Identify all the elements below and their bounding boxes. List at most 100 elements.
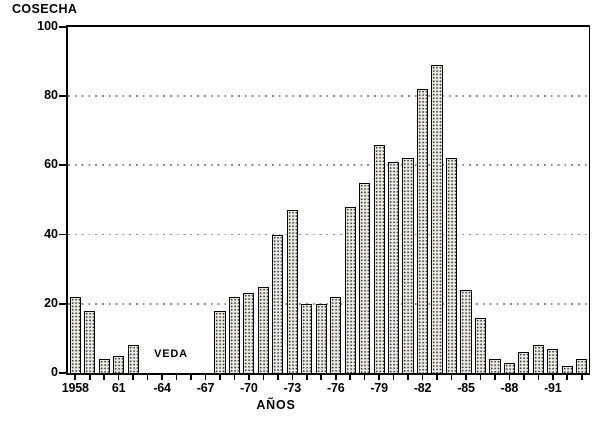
x-tick-label: 1958: [61, 381, 89, 395]
y-axis-tick: [59, 164, 66, 167]
bar: [388, 161, 400, 373]
x-tick-label: -85: [457, 381, 475, 395]
x-axis-tick: [291, 375, 294, 380]
y-axis-tick: [59, 233, 66, 236]
x-axis-tick: [262, 375, 265, 380]
bar: [69, 296, 81, 373]
bar: [359, 182, 371, 373]
x-axis-tick: [508, 375, 511, 380]
bar: [532, 345, 544, 373]
x-tick-label: -70: [240, 381, 258, 395]
bar: [402, 158, 414, 373]
x-axis-tick: [566, 375, 569, 380]
x-axis-tick: [277, 375, 279, 380]
bar: [431, 65, 443, 373]
bar: [257, 286, 269, 373]
x-axis-tick: [233, 375, 236, 380]
bar: [474, 317, 487, 373]
x-axis-tick: [580, 375, 583, 380]
x-tick-label: -64: [153, 381, 171, 395]
bar: [84, 310, 96, 373]
bar: [373, 144, 385, 373]
y-tick-label: 100: [37, 19, 58, 33]
x-axis-tick: [421, 375, 424, 380]
bar: [518, 352, 530, 373]
bar: [315, 303, 327, 373]
x-axis-tick: [392, 375, 395, 380]
x-tick-label: 61: [111, 381, 126, 395]
bar: [503, 362, 515, 373]
plot-area: [66, 25, 590, 375]
bar: [460, 289, 472, 373]
bar: [445, 158, 458, 373]
x-axis-tick: [494, 375, 496, 380]
x-axis-tick: [537, 375, 540, 380]
bar: [330, 296, 342, 373]
bar: [561, 366, 573, 373]
x-axis-tick: [465, 375, 467, 380]
bar: [243, 293, 255, 373]
x-tick-label: -82: [413, 381, 432, 395]
bar: [214, 310, 226, 373]
x-axis-tick: [161, 375, 163, 380]
y-axis-title: COSECHA: [12, 2, 78, 16]
y-tick-label: 0: [51, 365, 58, 379]
x-axis-tick: [88, 375, 91, 380]
x-tick-label: -88: [500, 381, 519, 395]
x-axis-tick: [436, 375, 438, 380]
x-axis-tick: [190, 375, 192, 380]
x-axis-tick: [117, 375, 120, 380]
bar: [113, 355, 125, 373]
x-axis-tick: [175, 375, 178, 380]
veda-annotation: VEDA: [154, 348, 188, 360]
x-axis-tick: [132, 375, 134, 380]
gridline: [68, 302, 589, 305]
y-axis-tick: [59, 302, 66, 305]
bar: [489, 359, 501, 373]
x-axis-tick: [146, 375, 149, 380]
bar: [547, 348, 559, 373]
x-axis-tick: [479, 375, 482, 380]
x-axis-tick: [523, 375, 525, 380]
x-axis-tick: [334, 375, 337, 380]
bar: [416, 89, 429, 373]
y-axis-tick: [59, 95, 66, 97]
x-tick-label: -76: [327, 381, 345, 395]
x-axis-tick: [74, 375, 77, 380]
gridline: [68, 233, 589, 236]
x-tick-label: -79: [370, 381, 388, 395]
x-axis-tick: [103, 375, 105, 380]
x-axis-tick: [320, 375, 323, 380]
bar: [127, 345, 139, 373]
y-tick-label: 20: [44, 295, 58, 310]
x-axis-title: AÑOS: [256, 398, 296, 412]
x-axis-tick: [378, 375, 380, 380]
bar: [228, 296, 241, 373]
x-tick-label: -91: [544, 381, 562, 395]
bar: [301, 303, 313, 373]
gridline: [68, 95, 589, 97]
x-axis-tick: [305, 375, 308, 380]
y-tick-label: 40: [44, 226, 58, 241]
bar: [98, 359, 110, 373]
x-axis-tick: [450, 375, 453, 380]
y-tick-label: 80: [44, 88, 58, 103]
x-axis-tick: [349, 375, 351, 380]
x-axis-tick: [363, 375, 366, 380]
bar: [272, 234, 284, 373]
gridline: [68, 164, 589, 167]
bar: [576, 359, 588, 373]
y-axis-tick: [59, 372, 66, 374]
x-axis-tick: [248, 375, 250, 380]
x-tick-label: -73: [283, 381, 302, 395]
x-axis-tick: [219, 375, 221, 380]
y-tick-label: 60: [44, 157, 58, 172]
x-axis-tick: [407, 375, 409, 380]
bar: [286, 210, 298, 373]
x-axis-tick: [204, 375, 207, 380]
x-axis-tick: [552, 375, 554, 380]
x-tick-label: -67: [196, 381, 215, 395]
bar: [344, 206, 356, 373]
y-axis-tick: [59, 26, 66, 28]
